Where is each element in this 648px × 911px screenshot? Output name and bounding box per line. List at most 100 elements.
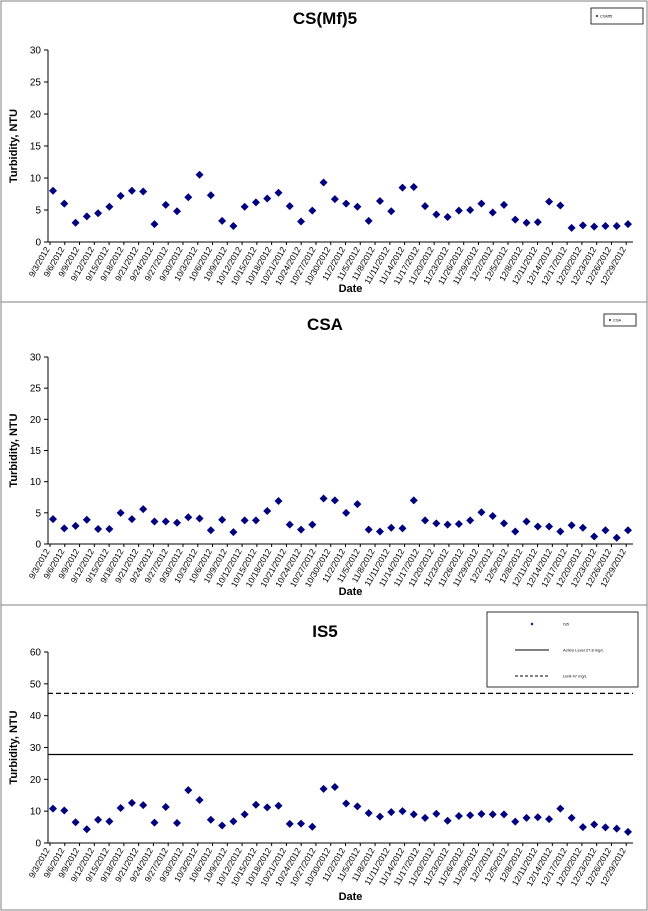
data-point xyxy=(229,222,238,230)
data-point xyxy=(342,799,351,808)
data-point xyxy=(432,210,441,219)
data-point xyxy=(601,526,610,535)
data-point xyxy=(556,201,565,210)
y-tick-label: 0 xyxy=(35,238,41,249)
data-point xyxy=(263,803,272,812)
data-point xyxy=(139,505,148,514)
data-point xyxy=(545,815,554,824)
data-point xyxy=(49,515,57,524)
data-point xyxy=(150,220,159,229)
data-point xyxy=(353,802,362,811)
chart-title: CS(Mf)5 xyxy=(293,9,357,28)
data-point xyxy=(229,817,238,826)
y-tick-label: 50 xyxy=(30,679,42,690)
data-point xyxy=(330,496,339,505)
data-point xyxy=(161,517,170,526)
data-point xyxy=(466,516,475,525)
y-tick-label: 30 xyxy=(30,46,42,57)
legend: CSMf5 xyxy=(590,7,644,25)
legend-entry: Action Level 27.8 mg/L xyxy=(563,647,604,652)
data-point xyxy=(567,813,576,822)
data-point xyxy=(488,810,497,819)
data-point xyxy=(71,818,80,827)
data-point xyxy=(285,520,294,529)
data-point xyxy=(578,523,587,532)
data-point xyxy=(94,209,103,218)
data-point xyxy=(161,803,170,812)
data-point xyxy=(240,202,249,211)
data-point xyxy=(624,220,632,229)
legend-box xyxy=(590,7,644,25)
data-point xyxy=(195,796,204,805)
data-point xyxy=(578,221,587,230)
legend-entry: IS5 xyxy=(563,621,570,626)
data-point xyxy=(206,191,215,200)
data-point xyxy=(398,524,407,533)
y-tick-label: 5 xyxy=(35,508,41,519)
data-point xyxy=(251,516,260,525)
legend-marker xyxy=(530,622,534,626)
y-axis-label: Turbidity, NTU xyxy=(8,710,20,784)
legend-box xyxy=(486,611,639,688)
data-point xyxy=(533,218,542,227)
data-point xyxy=(511,215,520,224)
data-point xyxy=(82,212,91,221)
data-point xyxy=(251,198,260,207)
data-point xyxy=(184,193,193,202)
data-point xyxy=(454,811,463,820)
data-point xyxy=(342,199,351,208)
data-point xyxy=(409,496,418,505)
data-point xyxy=(612,824,621,833)
x-axis-label: Date xyxy=(339,891,363,903)
data-point xyxy=(578,823,587,832)
y-tick-label: 30 xyxy=(30,353,42,364)
data-point xyxy=(297,525,306,534)
data-point xyxy=(545,522,554,531)
data-point xyxy=(364,525,373,534)
data-point xyxy=(263,194,272,203)
y-tick-label: 60 xyxy=(30,648,42,659)
y-axis-label: Turbidity, NTU xyxy=(8,109,20,183)
chart-title: IS5 xyxy=(312,622,338,641)
data-point xyxy=(364,216,373,225)
data-point xyxy=(533,813,542,822)
data-point xyxy=(274,496,283,505)
data-point xyxy=(139,187,148,196)
data-point xyxy=(105,202,114,211)
data-point xyxy=(511,527,520,536)
data-point xyxy=(590,820,599,829)
data-point xyxy=(319,784,328,793)
data-point xyxy=(601,222,610,230)
data-point xyxy=(82,825,91,834)
data-point xyxy=(454,520,463,529)
data-point xyxy=(60,199,69,208)
y-tick-label: 15 xyxy=(30,446,42,457)
data-point xyxy=(71,218,80,227)
data-point xyxy=(319,178,328,187)
data-point xyxy=(522,218,531,227)
data-point xyxy=(82,515,91,524)
data-point xyxy=(285,202,294,211)
data-point xyxy=(127,798,136,807)
data-point xyxy=(567,521,576,530)
legend-box xyxy=(603,313,637,327)
x-axis-label: Date xyxy=(339,586,363,598)
data-point xyxy=(60,806,69,815)
data-point xyxy=(342,508,351,517)
chart-title: CSA xyxy=(307,315,343,334)
data-point xyxy=(251,800,260,809)
data-point xyxy=(173,207,182,216)
data-point xyxy=(488,208,497,217)
data-point xyxy=(218,821,227,830)
data-point xyxy=(184,786,193,795)
data-point xyxy=(274,188,283,197)
data-point xyxy=(206,815,215,824)
data-point xyxy=(94,525,103,534)
data-point xyxy=(297,217,306,226)
data-point xyxy=(477,508,486,517)
data-point xyxy=(612,533,621,542)
data-point xyxy=(499,810,508,819)
data-point xyxy=(71,521,80,530)
